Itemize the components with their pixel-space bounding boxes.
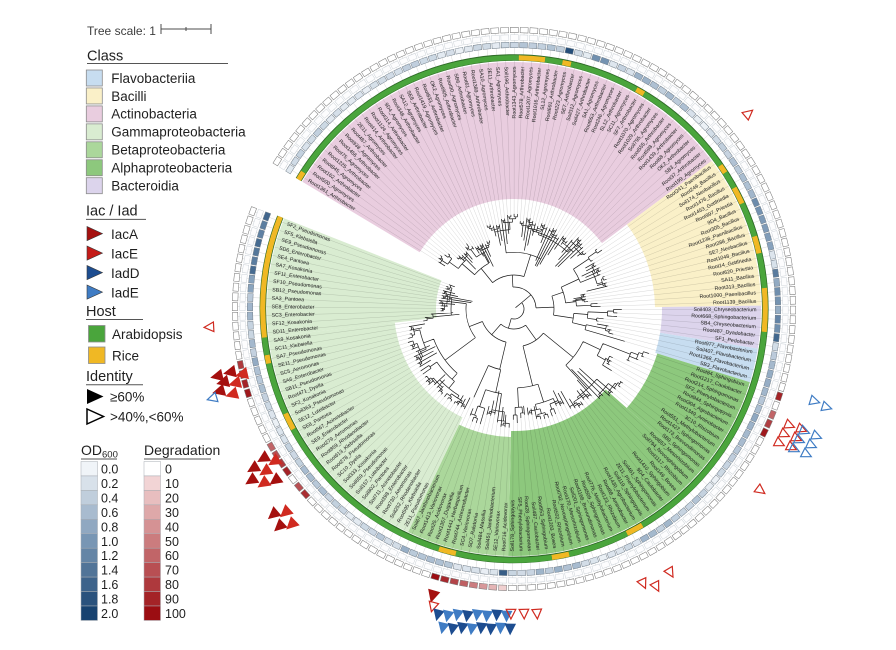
svg-text:Soil484_Massilia: Soil484_Massilia xyxy=(476,509,488,549)
svg-text:≥60%: ≥60% xyxy=(110,390,144,405)
svg-text:IadE: IadE xyxy=(111,285,139,300)
svg-text:60: 60 xyxy=(165,549,179,563)
svg-text:Root716_Acidovorax: Root716_Acidovorax xyxy=(501,502,509,551)
svg-text:Root487_Dyadobacter: Root487_Dyadobacter xyxy=(702,327,755,339)
svg-text:Tree scale: 1: Tree scale: 1 xyxy=(87,24,156,38)
svg-text:IadD: IadD xyxy=(111,266,140,281)
svg-text:1.8: 1.8 xyxy=(101,593,118,607)
svg-text:SL12_Agromyces: SL12_Agromyces xyxy=(540,68,552,110)
svg-text:Rice: Rice xyxy=(112,348,139,363)
svg-text:SF12_Kosakonia: SF12_Kosakonia xyxy=(272,319,312,327)
svg-text:IacA: IacA xyxy=(111,227,138,242)
svg-text:Root1139_Bacillus: Root1139_Bacillus xyxy=(713,299,757,306)
svg-text:0.8: 0.8 xyxy=(101,520,118,534)
svg-text:Actinobacteria: Actinobacteria xyxy=(111,107,197,122)
svg-text:Arabidopsis: Arabidopsis xyxy=(112,327,183,342)
svg-text:SE8_Enterobacter: SE8_Enterobacter xyxy=(271,304,314,310)
svg-text:SA11_Bacillus: SA11_Bacillus xyxy=(721,273,755,284)
svg-text:1.2: 1.2 xyxy=(101,549,118,563)
svg-text:SA3_Pantoea: SA3_Pantoea xyxy=(272,296,305,303)
svg-text:Root1343_Agromyces: Root1343_Agromyces xyxy=(512,66,518,118)
svg-text:0.4: 0.4 xyxy=(101,491,118,505)
svg-text:Bacteroidia: Bacteroidia xyxy=(111,179,179,194)
svg-text:Soil487_Caulobacter: Soil487_Caulobacter xyxy=(530,502,541,551)
svg-text:SF5_Phenylobacterium: SF5_Phenylobacterium xyxy=(516,497,524,552)
svg-text:Host: Host xyxy=(86,304,116,320)
svg-text:Soil196_Arthrobacter: Soil196_Arthrobacter xyxy=(503,67,511,117)
svg-text:IacE: IacE xyxy=(111,246,138,261)
svg-text:1.6: 1.6 xyxy=(101,578,118,592)
svg-text:Soil178_Sphingopyxis: Soil178_Sphingopyxis xyxy=(510,499,516,551)
svg-text:Root1207_Agromyces: Root1207_Agromyces xyxy=(525,67,535,120)
svg-text:40: 40 xyxy=(165,520,179,534)
svg-text:30: 30 xyxy=(165,506,179,520)
svg-text:0: 0 xyxy=(165,463,172,477)
svg-text:SA10_Agromyces: SA10_Agromyces xyxy=(477,68,489,111)
svg-text:SA1_Agromyces: SA1_Agromyces xyxy=(494,67,503,107)
svg-text:Class: Class xyxy=(87,49,123,65)
svg-text:5E12_Variovorax: 5E12_Variovorax xyxy=(493,510,502,551)
svg-text:Identity: Identity xyxy=(86,369,133,385)
svg-text:>40%,<60%: >40%,<60% xyxy=(110,410,184,425)
svg-text:SA9_Kosakonia: SA9_Kosakonia xyxy=(273,333,311,344)
svg-text:SB12_Pseudomonas: SB12_Pseudomonas xyxy=(272,287,322,297)
svg-text:50: 50 xyxy=(165,535,179,549)
svg-text:Root313_Bacillus: Root313_Bacillus xyxy=(714,282,756,292)
svg-text:Root1016_Arthrobacter: Root1016_Arthrobacter xyxy=(531,67,543,122)
svg-text:Degradation: Degradation xyxy=(144,442,220,458)
svg-text:90: 90 xyxy=(165,593,179,607)
svg-text:2.0: 2.0 xyxy=(101,607,118,621)
svg-text:Bacilli: Bacilli xyxy=(111,89,146,104)
svg-text:Soil403_Chryseobacterium: Soil403_Chryseobacterium xyxy=(693,307,757,313)
svg-text:Root578_Arthrobacter: Root578_Arthrobacter xyxy=(518,66,526,118)
svg-text:SF1_Pedobacter: SF1_Pedobacter xyxy=(715,335,755,347)
svg-text:Alphaproteobacteria: Alphaproteobacteria xyxy=(111,161,232,176)
svg-text:0.6: 0.6 xyxy=(101,506,118,520)
svg-text:100: 100 xyxy=(165,607,186,621)
svg-text:Betaproteobacteria: Betaproteobacteria xyxy=(111,143,226,158)
svg-text:2E11_Arthrobacter: 2E11_Arthrobacter xyxy=(486,68,496,112)
svg-text:80: 80 xyxy=(165,578,179,592)
svg-text:1.0: 1.0 xyxy=(101,535,118,549)
svg-text:70: 70 xyxy=(165,564,179,578)
svg-text:10: 10 xyxy=(165,477,179,491)
svg-text:SC3_Enterobacter: SC3_Enterobacter xyxy=(272,312,316,319)
svg-text:SF10_Pseudomonas: SF10_Pseudomonas xyxy=(273,279,323,291)
svg-text:Gammaproteobacteria: Gammaproteobacteria xyxy=(111,125,246,140)
svg-text:0.0: 0.0 xyxy=(101,463,118,477)
svg-text:Root1000_Paenibacillus: Root1000_Paenibacillus xyxy=(699,290,756,300)
svg-text:1.4: 1.4 xyxy=(101,564,118,578)
svg-text:Iac / Iad: Iac / Iad xyxy=(86,204,138,220)
svg-text:Flavobacteriia: Flavobacteriia xyxy=(111,71,196,86)
svg-text:SD11_Enterobacter: SD11_Enterobacter xyxy=(272,325,318,335)
svg-text:20: 20 xyxy=(165,491,179,505)
svg-text:Root668_Sphingobacterium: Root668_Sphingobacterium xyxy=(691,313,757,322)
svg-text:SB4_Chryseobacterium: SB4_Chryseobacterium xyxy=(700,320,756,330)
svg-text:Root28_Sphingomonas: Root28_Sphingomonas xyxy=(523,496,532,552)
svg-text:0.2: 0.2 xyxy=(101,477,118,491)
